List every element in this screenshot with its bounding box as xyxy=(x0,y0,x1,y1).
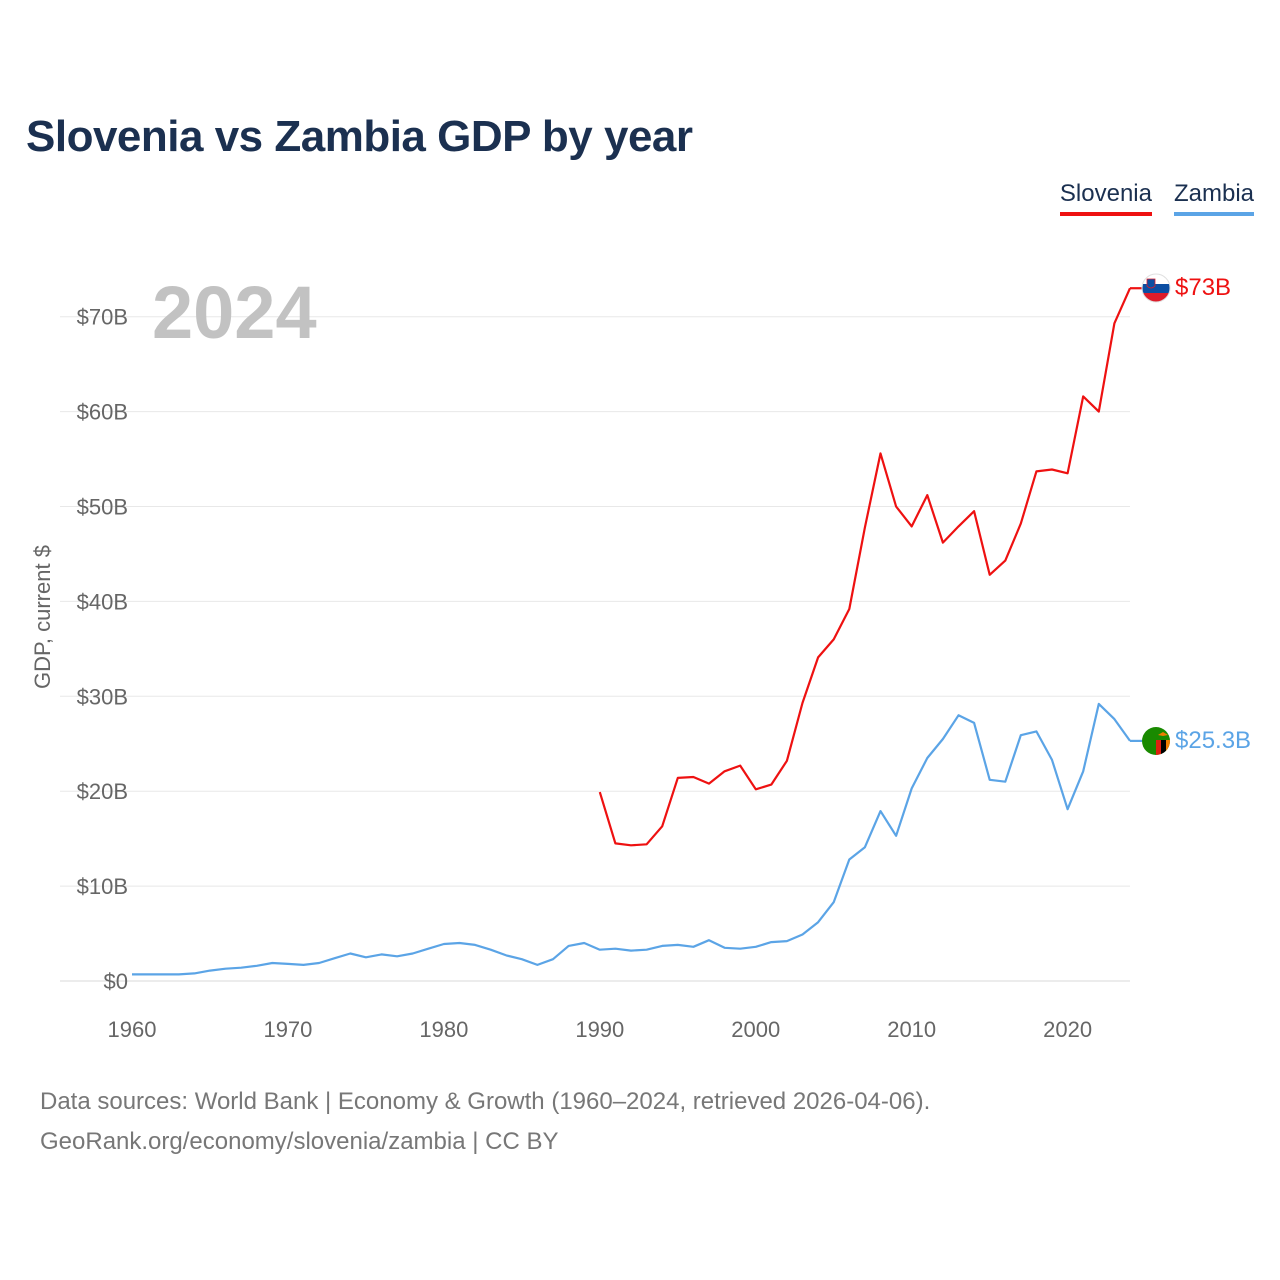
y-axis-ticks: $0 $10B $20B $30B $40B $50B $60B $70B xyxy=(77,305,128,994)
y-tick-label: $50B xyxy=(77,495,128,520)
end-value-label-slovenia: $73B xyxy=(1175,274,1231,301)
x-tick-label: 1970 xyxy=(263,1017,312,1042)
legend-item-slovenia[interactable]: Slovenia xyxy=(1059,180,1152,216)
x-tick-label: 2000 xyxy=(731,1017,780,1042)
y-tick-label: $30B xyxy=(77,684,128,709)
y-axis-label: GDP, current $ xyxy=(30,545,55,689)
zambia-flag-icon xyxy=(1142,727,1170,755)
x-tick-label: 2020 xyxy=(1043,1017,1092,1042)
series-line-slovenia xyxy=(598,287,1132,847)
x-tick-label: 1960 xyxy=(108,1017,157,1042)
y-tick-label: $70B xyxy=(77,305,128,330)
slovenia-flag-icon xyxy=(1141,273,1171,303)
x-tick-label: 1990 xyxy=(575,1017,624,1042)
year-watermark: 2024 xyxy=(152,271,317,354)
end-value-label-zambia: $25.3B xyxy=(1175,727,1251,754)
source-note: Data sources: World Bank | Economy & Gro… xyxy=(40,1082,930,1162)
chart-title: Slovenia vs Zambia GDP by year xyxy=(26,112,693,161)
series-lines: $73B $25.3B xyxy=(132,274,1251,976)
y-tick-label: $10B xyxy=(77,874,128,899)
series-line-zambia xyxy=(132,702,1131,976)
x-tick-label: 2010 xyxy=(887,1017,936,1042)
x-tick-label: 1980 xyxy=(419,1017,468,1042)
source-line-1: Data sources: World Bank | Economy & Gro… xyxy=(40,1088,931,1115)
legend-item-zambia[interactable]: Zambia xyxy=(1173,180,1254,216)
y-tick-label: $60B xyxy=(77,400,128,425)
x-axis-ticks: 1960 1970 1980 1990 2000 2010 2020 xyxy=(108,1017,1093,1042)
y-tick-label: $0 xyxy=(104,969,128,994)
source-line-2: GeoRank.org/economy/slovenia/zambia | CC… xyxy=(40,1128,559,1155)
y-tick-label: $40B xyxy=(77,589,128,614)
legend: Slovenia Zambia xyxy=(1059,180,1254,216)
grid-lines xyxy=(60,316,1130,982)
y-tick-label: $20B xyxy=(77,779,128,804)
